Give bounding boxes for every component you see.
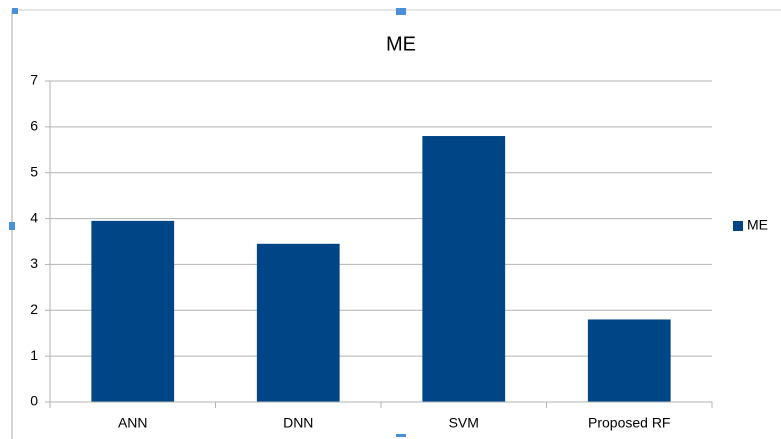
x-tick-label: SVM — [449, 415, 479, 431]
legend-label: ME — [747, 217, 768, 233]
x-tick-label: DNN — [283, 415, 313, 431]
y-tick-label: 1 — [30, 347, 38, 363]
selection-handle — [9, 222, 15, 230]
y-tick-label: 5 — [30, 163, 38, 179]
y-tick-label: 0 — [30, 393, 38, 409]
y-tick-label: 3 — [30, 255, 38, 271]
x-tick-label: ANN — [118, 415, 148, 431]
x-tick-label: Proposed RF — [588, 415, 670, 431]
y-tick-label: 2 — [30, 301, 38, 317]
bar — [91, 220, 175, 402]
bar — [587, 319, 671, 402]
bar — [256, 243, 340, 402]
chart-title: ME — [386, 33, 416, 55]
y-tick-label: 7 — [30, 72, 38, 88]
selection-handle — [12, 8, 18, 14]
bar — [422, 136, 506, 402]
selection-handle — [396, 434, 406, 437]
selection-handle — [396, 8, 406, 15]
y-tick-label: 6 — [30, 118, 38, 134]
y-tick-label: 4 — [30, 209, 38, 225]
legend-swatch — [733, 221, 743, 231]
